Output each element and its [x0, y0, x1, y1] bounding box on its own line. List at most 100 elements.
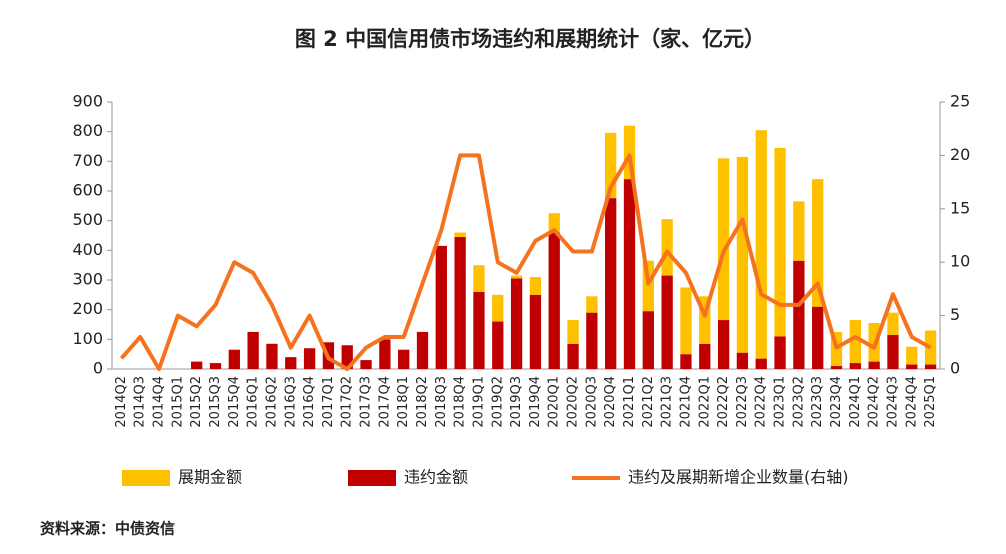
bar — [473, 291, 485, 369]
y-tick-label: 100 — [72, 329, 103, 348]
x-tick-label: 2020Q3 — [584, 376, 599, 428]
line — [119, 153, 932, 371]
x-tick-label: 2021Q4 — [678, 376, 693, 428]
bar — [774, 147, 786, 337]
legend-swatch — [122, 470, 170, 486]
x-tick-label: 2023Q4 — [829, 376, 844, 428]
bar — [812, 306, 824, 369]
bar — [661, 275, 673, 369]
x-tick-label: 2020Q1 — [547, 376, 562, 428]
x-tick-label: 2015Q3 — [208, 376, 223, 428]
bar — [699, 343, 711, 369]
x-tick-label: 2023Q2 — [791, 376, 806, 428]
bar — [529, 294, 542, 369]
x-tick-label: 2021Q1 — [622, 376, 637, 428]
bar — [793, 201, 805, 261]
bar — [416, 331, 429, 369]
bar — [623, 179, 636, 369]
x-tick-label: 2022Q2 — [716, 376, 731, 428]
x-tick-label: 2014Q4 — [152, 376, 167, 428]
x-tick-label: 2017Q1 — [321, 376, 336, 428]
bar — [661, 219, 673, 276]
bar — [379, 339, 391, 369]
x-tick-label: 2020Q2 — [566, 376, 581, 428]
bar — [717, 158, 730, 321]
x-tick-label: 2019Q4 — [528, 376, 543, 428]
y-tick-label: 500 — [72, 210, 103, 229]
y2-tick-label: 5 — [950, 305, 960, 324]
bar — [736, 352, 749, 369]
bar — [774, 336, 786, 369]
bar — [360, 360, 372, 369]
x-tick-label: 2022Q4 — [754, 376, 769, 428]
x-tick-label: 2025Q1 — [923, 376, 938, 428]
x-tick-label: 2021Q3 — [660, 376, 675, 428]
bar — [492, 294, 504, 322]
x-tick-label: 2020Q4 — [603, 376, 618, 428]
x-tick-label: 2018Q1 — [396, 376, 411, 428]
bar — [529, 277, 542, 295]
x-tick-label: 2021Q2 — [641, 376, 656, 428]
legend-label: 展期金额 — [178, 468, 242, 487]
bar — [285, 357, 297, 369]
x-tick-label: 2014Q2 — [114, 376, 129, 428]
bar — [924, 364, 937, 369]
bar — [228, 349, 240, 369]
bar — [454, 236, 466, 369]
bar — [906, 364, 918, 369]
bar — [567, 320, 579, 344]
x-tick-label: 2015Q1 — [170, 376, 185, 428]
y-tick-label: 800 — [72, 121, 103, 140]
bar — [191, 361, 203, 369]
bar — [849, 320, 861, 364]
bar — [473, 265, 485, 292]
x-tick-label: 2016Q2 — [264, 376, 279, 428]
bar — [492, 321, 504, 369]
y2-tick-label: 20 — [950, 145, 970, 164]
legend-swatch — [348, 470, 396, 486]
bar — [548, 213, 560, 233]
x-tick-label: 2017Q2 — [340, 376, 355, 428]
x-tick-label: 2023Q3 — [810, 376, 825, 428]
x-tick-label: 2018Q3 — [434, 376, 449, 428]
bar — [586, 312, 598, 369]
x-tick-label: 2024Q3 — [885, 376, 900, 428]
x-tick-label: 2024Q2 — [867, 376, 882, 428]
chart-title: 图 2 中国信用债市场违约和展期统计（家、亿元） — [295, 27, 765, 51]
x-tick-label: 2024Q4 — [904, 376, 919, 428]
bar — [793, 260, 805, 369]
bar — [755, 358, 767, 369]
bar — [717, 320, 730, 369]
bar — [887, 334, 899, 369]
bar — [247, 331, 259, 369]
y-tick-label: 400 — [72, 240, 103, 259]
bar — [680, 287, 692, 355]
bar — [209, 363, 222, 369]
bar — [830, 366, 843, 369]
y2-tick-label: 25 — [950, 92, 970, 111]
bar — [642, 311, 654, 369]
bar — [605, 198, 617, 369]
bar — [548, 232, 560, 369]
x-tick-label: 2022Q3 — [735, 376, 750, 428]
x-tick-label: 2024Q1 — [848, 376, 863, 428]
bar — [849, 363, 861, 369]
x-tick-label: 2018Q2 — [415, 376, 430, 428]
y-tick-label: 0 — [93, 359, 103, 378]
y-tick-label: 300 — [72, 270, 103, 289]
x-tick-label: 2017Q4 — [377, 376, 392, 428]
x-tick-label: 2016Q4 — [302, 376, 317, 428]
bar — [736, 156, 749, 353]
x-tick-label: 2019Q2 — [490, 376, 505, 428]
x-tick-label: 2016Q1 — [246, 376, 261, 428]
bar — [887, 312, 899, 335]
y-tick-label: 200 — [72, 299, 103, 318]
bar — [266, 343, 278, 369]
bar — [454, 232, 466, 237]
bar — [510, 275, 523, 279]
legend-label: 违约及展期新增企业数量(右轴) — [628, 468, 849, 487]
y-tick-label: 700 — [72, 151, 103, 170]
y2-tick-label: 0 — [950, 359, 960, 378]
x-tick-label: 2016Q3 — [283, 376, 298, 428]
x-tick-label: 2019Q3 — [509, 376, 524, 428]
